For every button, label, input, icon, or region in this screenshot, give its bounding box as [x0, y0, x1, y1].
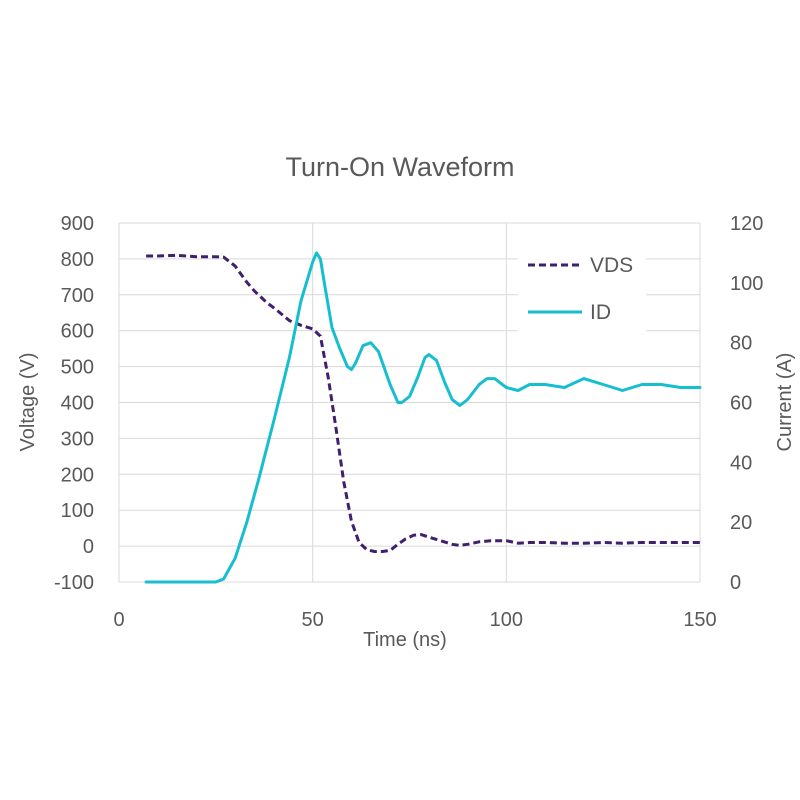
left-axis-ticks: -100 0 100 200 300 400 500 600 700 800 900 — [54, 213, 94, 594]
legend: VDS ID — [518, 243, 646, 335]
x-tick-label: 100 — [490, 609, 523, 631]
y2-tick-label: 80 — [730, 333, 752, 355]
y-tick-label: 200 — [61, 464, 94, 486]
y-axis-label: Voltage (V) — [17, 353, 39, 452]
y2-tick-label: 20 — [730, 512, 752, 534]
y-tick-label: -100 — [54, 572, 94, 594]
y2-tick-label: 60 — [730, 393, 752, 415]
series-line-vds — [146, 253, 700, 553]
y-tick-label: 500 — [61, 357, 94, 379]
y-tick-label: 700 — [61, 285, 94, 307]
x-tick-label: 50 — [302, 609, 324, 631]
x-tick-label: 150 — [683, 609, 716, 631]
y-tick-label: 800 — [61, 249, 94, 271]
x-axis-label: Time (ns) — [363, 629, 447, 651]
series-line-id — [144, 251, 702, 584]
x-axis-ticks: 0 50 100 150 — [113, 609, 716, 631]
y2-axis-label: Current (A) — [774, 353, 796, 452]
y-tick-label: 0 — [83, 536, 94, 558]
y2-tick-label: 0 — [730, 572, 741, 594]
y-tick-label: 100 — [61, 500, 94, 522]
y-tick-label: 300 — [61, 428, 94, 450]
right-axis-ticks: 0 20 40 60 80 100 120 — [730, 213, 763, 594]
y-tick-label: 900 — [61, 213, 94, 235]
y2-tick-label: 40 — [730, 452, 752, 474]
y-tick-label: 400 — [61, 393, 94, 415]
y2-tick-label: 120 — [730, 213, 763, 235]
x-tick-label: 0 — [113, 609, 124, 631]
legend-label-vds: VDS — [590, 254, 633, 277]
legend-label-id: ID — [590, 301, 611, 324]
chart-title: Turn-On Waveform — [285, 152, 514, 182]
grid-lines — [118, 222, 701, 583]
series-lines — [144, 251, 702, 584]
legend-box — [518, 243, 646, 335]
y2-tick-label: 100 — [730, 273, 763, 295]
y-tick-label: 600 — [61, 321, 94, 343]
